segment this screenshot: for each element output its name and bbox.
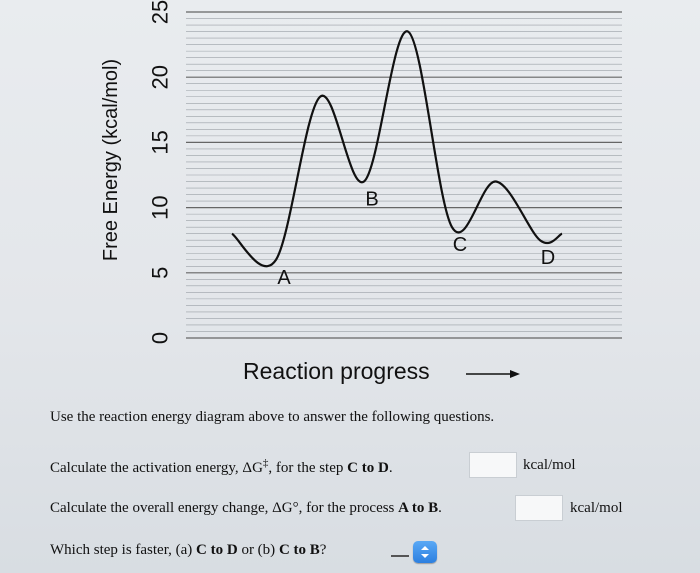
point-label-c: C	[453, 234, 467, 256]
y-tick-label: 25	[148, 0, 173, 24]
q1-unit: kcal/mol	[523, 457, 576, 473]
overall-energy-input[interactable]	[515, 495, 563, 521]
faster-step-select-value[interactable]	[391, 555, 409, 557]
y-tick-label: 0	[148, 332, 173, 344]
question-overall-energy: Calculate the overall energy change, ΔG°…	[50, 500, 442, 517]
y-tick-label: 5	[148, 267, 173, 279]
activation-energy-input[interactable]	[469, 452, 517, 478]
q3-option-b: C to B	[278, 542, 320, 558]
q1-step: C to D	[347, 460, 389, 476]
faster-step-select-button[interactable]	[413, 541, 437, 563]
x-axis-label: Reaction progress	[243, 358, 430, 384]
q1-text-mid: , for the step	[268, 460, 348, 476]
question-faster-step: Which step is faster, (a) C to D or (b) …	[50, 542, 326, 559]
q3-or: or (b)	[237, 542, 279, 558]
q2-unit: kcal/mol	[570, 500, 623, 516]
q3-option-a: C to D	[196, 542, 238, 558]
q3-text: Which step is faster, (a)	[50, 542, 197, 558]
q2-process: A to B	[398, 500, 439, 516]
y-tick-label: 10	[148, 195, 173, 219]
point-label-d: D	[541, 247, 555, 269]
y-tick-label: 20	[148, 65, 173, 89]
select-arrows-icon	[421, 546, 429, 558]
y-tick-labels: 0 5 10 15 20 25	[148, 0, 173, 344]
q1-period: .	[388, 460, 393, 476]
question-activation-energy: Calculate the activation energy, ΔG‡, fo…	[50, 457, 393, 477]
point-label-b: B	[365, 189, 378, 211]
energy-diagram: 0 5 10 15 20 25 A B C D	[148, 0, 622, 344]
point-label-a: A	[277, 267, 291, 289]
point-labels: A B C D	[277, 189, 555, 289]
gridlines	[186, 11, 622, 339]
q1-text: Calculate the activation energy, ΔG	[50, 460, 263, 476]
x-axis-arrow-icon	[466, 370, 520, 378]
y-tick-label: 15	[148, 130, 173, 154]
energy-curve	[231, 30, 563, 268]
y-axis-label: Free Energy (kcal/mol)	[100, 58, 122, 262]
q2-period: .	[438, 500, 442, 516]
q2-text: Calculate the overall energy change, ΔG°…	[50, 500, 399, 516]
instructions-text: Use the reaction energy diagram above to…	[50, 409, 495, 425]
q1-double-dagger: ‡	[262, 457, 269, 469]
q3-qmark: ?	[319, 542, 327, 558]
